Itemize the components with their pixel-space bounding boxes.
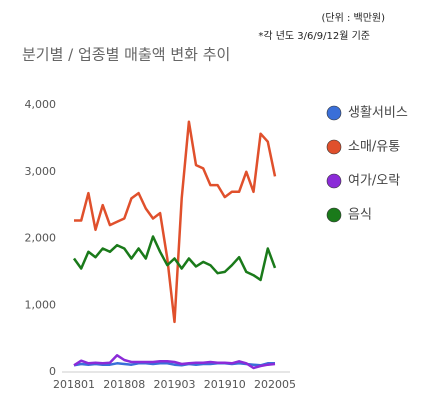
legend-swatch bbox=[326, 207, 342, 223]
series-line bbox=[73, 354, 276, 370]
y-tick-label: 4,000 bbox=[25, 98, 57, 111]
legend-swatch bbox=[326, 173, 342, 189]
y-tick-label: 1,000 bbox=[25, 298, 57, 311]
legend-label: 생활서비스 bbox=[348, 106, 408, 121]
legend-label: 소매/유통 bbox=[348, 140, 400, 155]
y-tick-label: 3,000 bbox=[25, 165, 57, 178]
legend-swatch bbox=[326, 139, 342, 155]
note: *각 년도 3/6/9/12월 기준 bbox=[258, 30, 370, 42]
legend-swatch bbox=[326, 105, 342, 121]
series-line bbox=[72, 235, 277, 282]
y-tick-label: 0 bbox=[49, 365, 56, 378]
x-tick-label: 202005 bbox=[254, 378, 296, 391]
x-tick-label: 201910 bbox=[204, 378, 246, 391]
y-tick-label: 2,000 bbox=[25, 232, 57, 245]
legend-label: 음식 bbox=[348, 208, 372, 223]
series-line bbox=[74, 120, 277, 324]
series-line bbox=[73, 362, 275, 367]
x-tick-label: 201903 bbox=[154, 378, 196, 391]
unit-note: (단위 : 백만원) bbox=[321, 11, 385, 24]
chart-title: 분기별 / 업종별 매출액 변화 추이 bbox=[22, 46, 230, 64]
legend-label: 여가/오락 bbox=[348, 174, 400, 189]
x-tick-label: 201808 bbox=[103, 378, 145, 391]
x-tick-label: 201801 bbox=[53, 378, 95, 391]
